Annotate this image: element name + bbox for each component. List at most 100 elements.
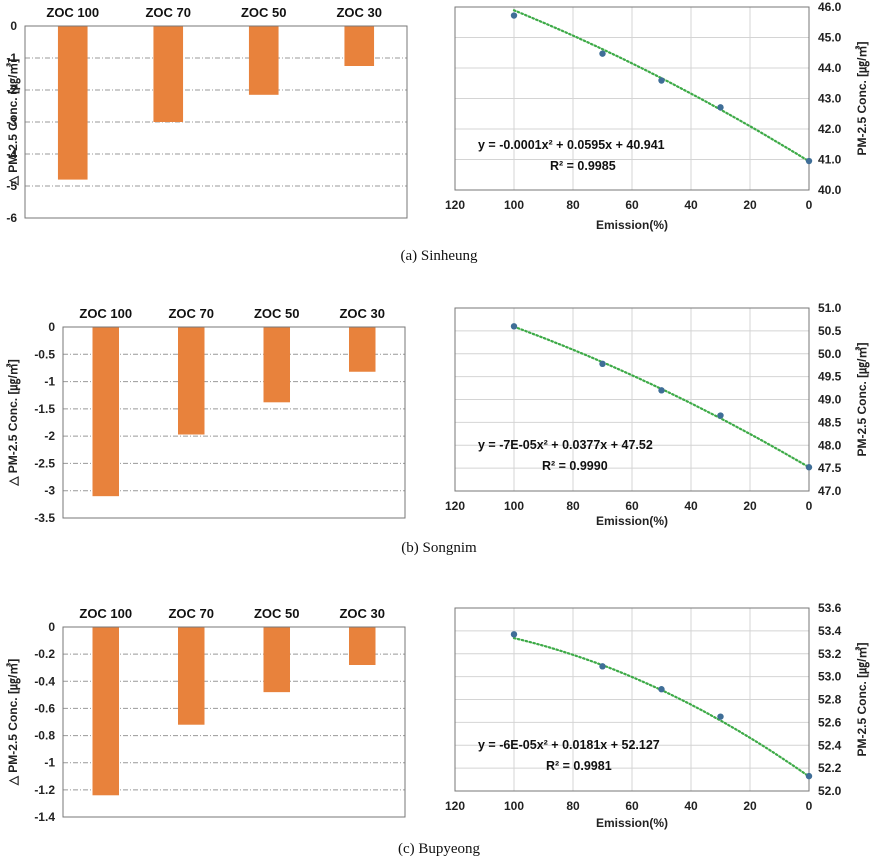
x-tick-label: 20 [743, 799, 757, 813]
y-tick-label: 50.5 [818, 324, 842, 338]
bar [348, 627, 376, 665]
bar-chart: ZOC 100 ZOC 70 ZOC 50 ZOC 30 0 -0.2 -0.4 -0.6 -0… [5, 606, 406, 824]
trendline-equation: y = -6E-05x² + 0.0181x + 52.127 [478, 738, 660, 752]
x-tick-label: 20 [743, 198, 757, 212]
y-tick-label: 49.5 [818, 370, 842, 384]
x-tick-label: 100 [504, 799, 524, 813]
data-point [599, 663, 606, 670]
y-axis-label: △ PM-2.5 Conc. [㎍/㎥] [5, 359, 21, 487]
panel-caption: (a) Sinheung [400, 248, 478, 264]
y-tick-label: -4 [6, 147, 17, 161]
category-label: ZOC 50 [241, 5, 287, 20]
category-label: ZOC 30 [339, 306, 385, 321]
y-tick-label: -0.6 [34, 701, 55, 715]
panel-1: ZOC 100 ZOC 70 ZOC 50 ZOC 30 0 -1 -2 -3 -4 -5 -6 △ … [5, 0, 870, 264]
plot-frame [24, 25, 408, 219]
y-tick-label: 46.0 [818, 0, 842, 14]
x-axis-label: Emission(%) [596, 816, 668, 830]
data-point [717, 104, 724, 111]
y-tick-label: 52.2 [818, 761, 842, 775]
y-tick-label: 0 [48, 320, 55, 334]
bar [348, 327, 376, 372]
x-tick-label: 100 [504, 499, 524, 513]
y-tick-label: -1 [6, 51, 17, 65]
y-tick-label: -1 [44, 375, 55, 389]
data-point [805, 157, 813, 165]
data-point [717, 713, 724, 720]
data-point [658, 77, 665, 84]
y-tick-label: 42.0 [818, 122, 842, 136]
y-tick-label: 52.4 [818, 738, 842, 752]
category-label: ZOC 70 [168, 306, 214, 321]
y-axis-label: △ PM-2.5 Conc. [㎍/㎥] [5, 659, 21, 787]
panel-2: ZOC 100 ZOC 70 ZOC 50 ZOC 30 0 -0.5 -1 -1.5 -2 -2… [5, 301, 870, 556]
bar [92, 327, 120, 497]
x-axis-label: Emission(%) [596, 218, 668, 232]
r-squared: R² = 0.9985 [550, 159, 616, 173]
y-tick-label: 53.6 [818, 601, 842, 615]
y-tick-label: 47.5 [818, 461, 842, 475]
scatter-chart: 120 100 80 60 40 20 0 40.0 41.0 42.0 43.0 44.0 45.0 4… [445, 0, 870, 232]
x-tick-label: 40 [684, 499, 698, 513]
data-point [510, 631, 518, 638]
y-tick-label: -3 [6, 115, 17, 129]
data-point [510, 12, 518, 19]
category-label: ZOC 50 [254, 606, 300, 621]
category-label: ZOC 70 [168, 606, 214, 621]
y-axis-label: PM-2.5 Conc. [㎍/㎥] [854, 41, 870, 155]
y-tick-label: -1 [44, 756, 55, 770]
data-point [599, 50, 606, 57]
y-tick-label: 47.0 [818, 484, 842, 498]
y-axis-label: PM-2.5 Conc. [㎍/㎥] [854, 642, 870, 756]
x-axis-label: Emission(%) [596, 514, 668, 528]
trendline-equation: y = -0.0001x² + 0.0595x + 40.941 [478, 138, 665, 152]
x-tick-label: 20 [743, 499, 757, 513]
plot-frame [454, 6, 810, 191]
x-tick-label: 80 [566, 499, 580, 513]
bar-chart: ZOC 100 ZOC 70 ZOC 50 ZOC 30 0 -0.5 -1 -1.5 -2 -2… [5, 306, 406, 525]
data-point [805, 772, 813, 780]
x-tick-label: 80 [566, 198, 580, 212]
y-tick-label: 0 [10, 19, 17, 33]
y-tick-label: 52.8 [818, 693, 842, 707]
bar [92, 627, 120, 796]
y-tick-label: 40.0 [818, 183, 842, 197]
bar [177, 327, 205, 435]
y-tick-label: 49.0 [818, 393, 842, 407]
scatter-chart: 120 100 80 60 40 20 0 47.0 47.5 48.0 48.5 49.0 49.5 5… [445, 301, 870, 528]
y-tick-label: 44.0 [818, 61, 842, 75]
y-tick-label: 53.0 [818, 670, 842, 684]
y-axis-label: △ PM-2.5 Conc. [㎍/㎥] [5, 59, 21, 187]
y-tick-label: -0.4 [34, 674, 55, 688]
y-tick-label: -1.2 [34, 783, 55, 797]
y-tick-label: -3 [44, 484, 55, 498]
x-tick-label: 40 [684, 799, 698, 813]
data-point [599, 360, 606, 368]
x-tick-label: 0 [806, 198, 813, 212]
y-tick-label: -2 [6, 83, 17, 97]
r-squared: R² = 0.9981 [546, 759, 612, 773]
y-axis-label: PM-2.5 Conc. [㎍/㎥] [854, 342, 870, 456]
y-tick-label: 53.2 [818, 647, 842, 661]
bar [263, 627, 291, 693]
x-tick-label: 120 [445, 499, 465, 513]
bar [344, 26, 375, 66]
category-label: ZOC 50 [254, 306, 300, 321]
y-tick-label: 51.0 [818, 301, 842, 315]
data-point [510, 323, 518, 330]
bar [263, 327, 291, 403]
plot-frame [454, 607, 810, 792]
y-tick-label: -0.2 [34, 647, 55, 661]
bar [177, 627, 205, 725]
panel-3: ZOC 100 ZOC 70 ZOC 50 ZOC 30 0 -0.2 -0.4 -0.6 -0… [5, 601, 870, 857]
x-tick-label: 80 [566, 799, 580, 813]
y-tick-label: 50.0 [818, 347, 842, 361]
y-tick-label: -6 [6, 211, 17, 225]
y-tick-label: 45.0 [818, 31, 842, 45]
y-tick-label: -2.5 [34, 456, 55, 470]
y-tick-label: 48.5 [818, 415, 842, 429]
plot-frame [454, 307, 810, 492]
bar-chart: ZOC 100 ZOC 70 ZOC 50 ZOC 30 0 -1 -2 -3 -4 -5 -6 △ … [5, 5, 408, 225]
y-tick-label: 43.0 [818, 92, 842, 106]
